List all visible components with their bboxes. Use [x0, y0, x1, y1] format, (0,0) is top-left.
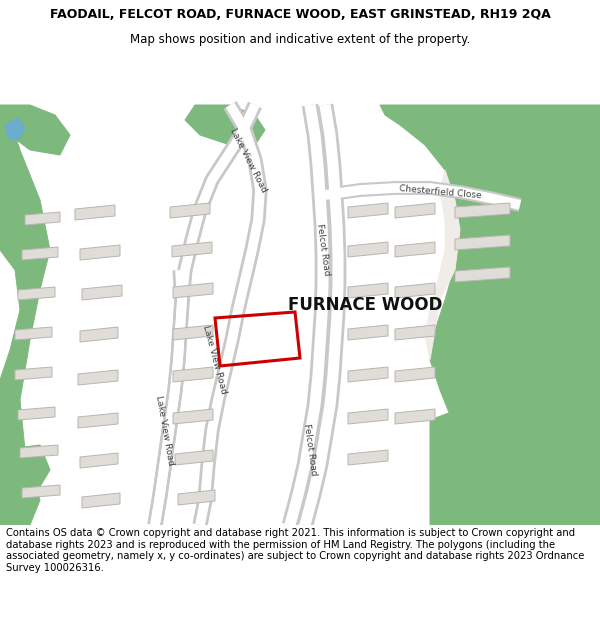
Polygon shape [348, 325, 388, 340]
Polygon shape [348, 203, 388, 218]
Text: Lake View Road: Lake View Road [228, 126, 268, 194]
Text: Contains OS data © Crown copyright and database right 2021. This information is : Contains OS data © Crown copyright and d… [6, 528, 584, 572]
Polygon shape [395, 325, 435, 340]
Polygon shape [455, 267, 510, 282]
Polygon shape [395, 203, 435, 218]
Polygon shape [348, 367, 388, 382]
Text: FURNACE WOOD: FURNACE WOOD [288, 296, 442, 314]
Polygon shape [178, 490, 215, 505]
Polygon shape [430, 405, 570, 525]
Polygon shape [173, 325, 213, 340]
Polygon shape [395, 283, 435, 298]
Polygon shape [173, 283, 213, 298]
Polygon shape [455, 235, 510, 250]
Polygon shape [22, 485, 60, 498]
Polygon shape [172, 242, 212, 257]
Polygon shape [0, 445, 50, 500]
Text: Lake View Road: Lake View Road [202, 324, 229, 396]
Polygon shape [395, 242, 435, 257]
Polygon shape [0, 105, 70, 155]
Text: Chesterfield Close: Chesterfield Close [398, 184, 482, 200]
Polygon shape [185, 105, 265, 145]
Polygon shape [173, 409, 213, 424]
Polygon shape [15, 367, 52, 380]
Text: Felcot Road: Felcot Road [302, 423, 318, 477]
Polygon shape [348, 409, 388, 424]
Polygon shape [175, 450, 213, 465]
Polygon shape [18, 407, 55, 420]
Polygon shape [80, 453, 118, 468]
Polygon shape [5, 118, 25, 140]
Polygon shape [80, 245, 120, 260]
Polygon shape [0, 105, 50, 525]
Polygon shape [348, 283, 388, 298]
Polygon shape [395, 367, 435, 382]
Text: Felcot Road: Felcot Road [315, 223, 331, 277]
Polygon shape [170, 203, 210, 218]
Polygon shape [82, 285, 122, 300]
Polygon shape [455, 203, 510, 218]
Polygon shape [380, 105, 600, 525]
Text: Map shows position and indicative extent of the property.: Map shows position and indicative extent… [130, 32, 470, 46]
Polygon shape [348, 450, 388, 465]
Polygon shape [22, 247, 58, 260]
Polygon shape [15, 327, 52, 340]
Polygon shape [80, 327, 118, 342]
Text: Lake View Road: Lake View Road [154, 394, 176, 466]
Polygon shape [75, 205, 115, 220]
Polygon shape [82, 493, 120, 508]
Text: FAODAIL, FELCOT ROAD, FURNACE WOOD, EAST GRINSTEAD, RH19 2QA: FAODAIL, FELCOT ROAD, FURNACE WOOD, EAST… [50, 8, 550, 21]
Polygon shape [78, 370, 118, 385]
Polygon shape [18, 287, 55, 300]
Polygon shape [430, 430, 600, 525]
Polygon shape [173, 367, 213, 382]
Polygon shape [25, 212, 60, 225]
Polygon shape [20, 445, 58, 458]
Polygon shape [395, 409, 435, 424]
Polygon shape [425, 170, 460, 360]
Polygon shape [78, 413, 118, 428]
Polygon shape [348, 242, 388, 257]
